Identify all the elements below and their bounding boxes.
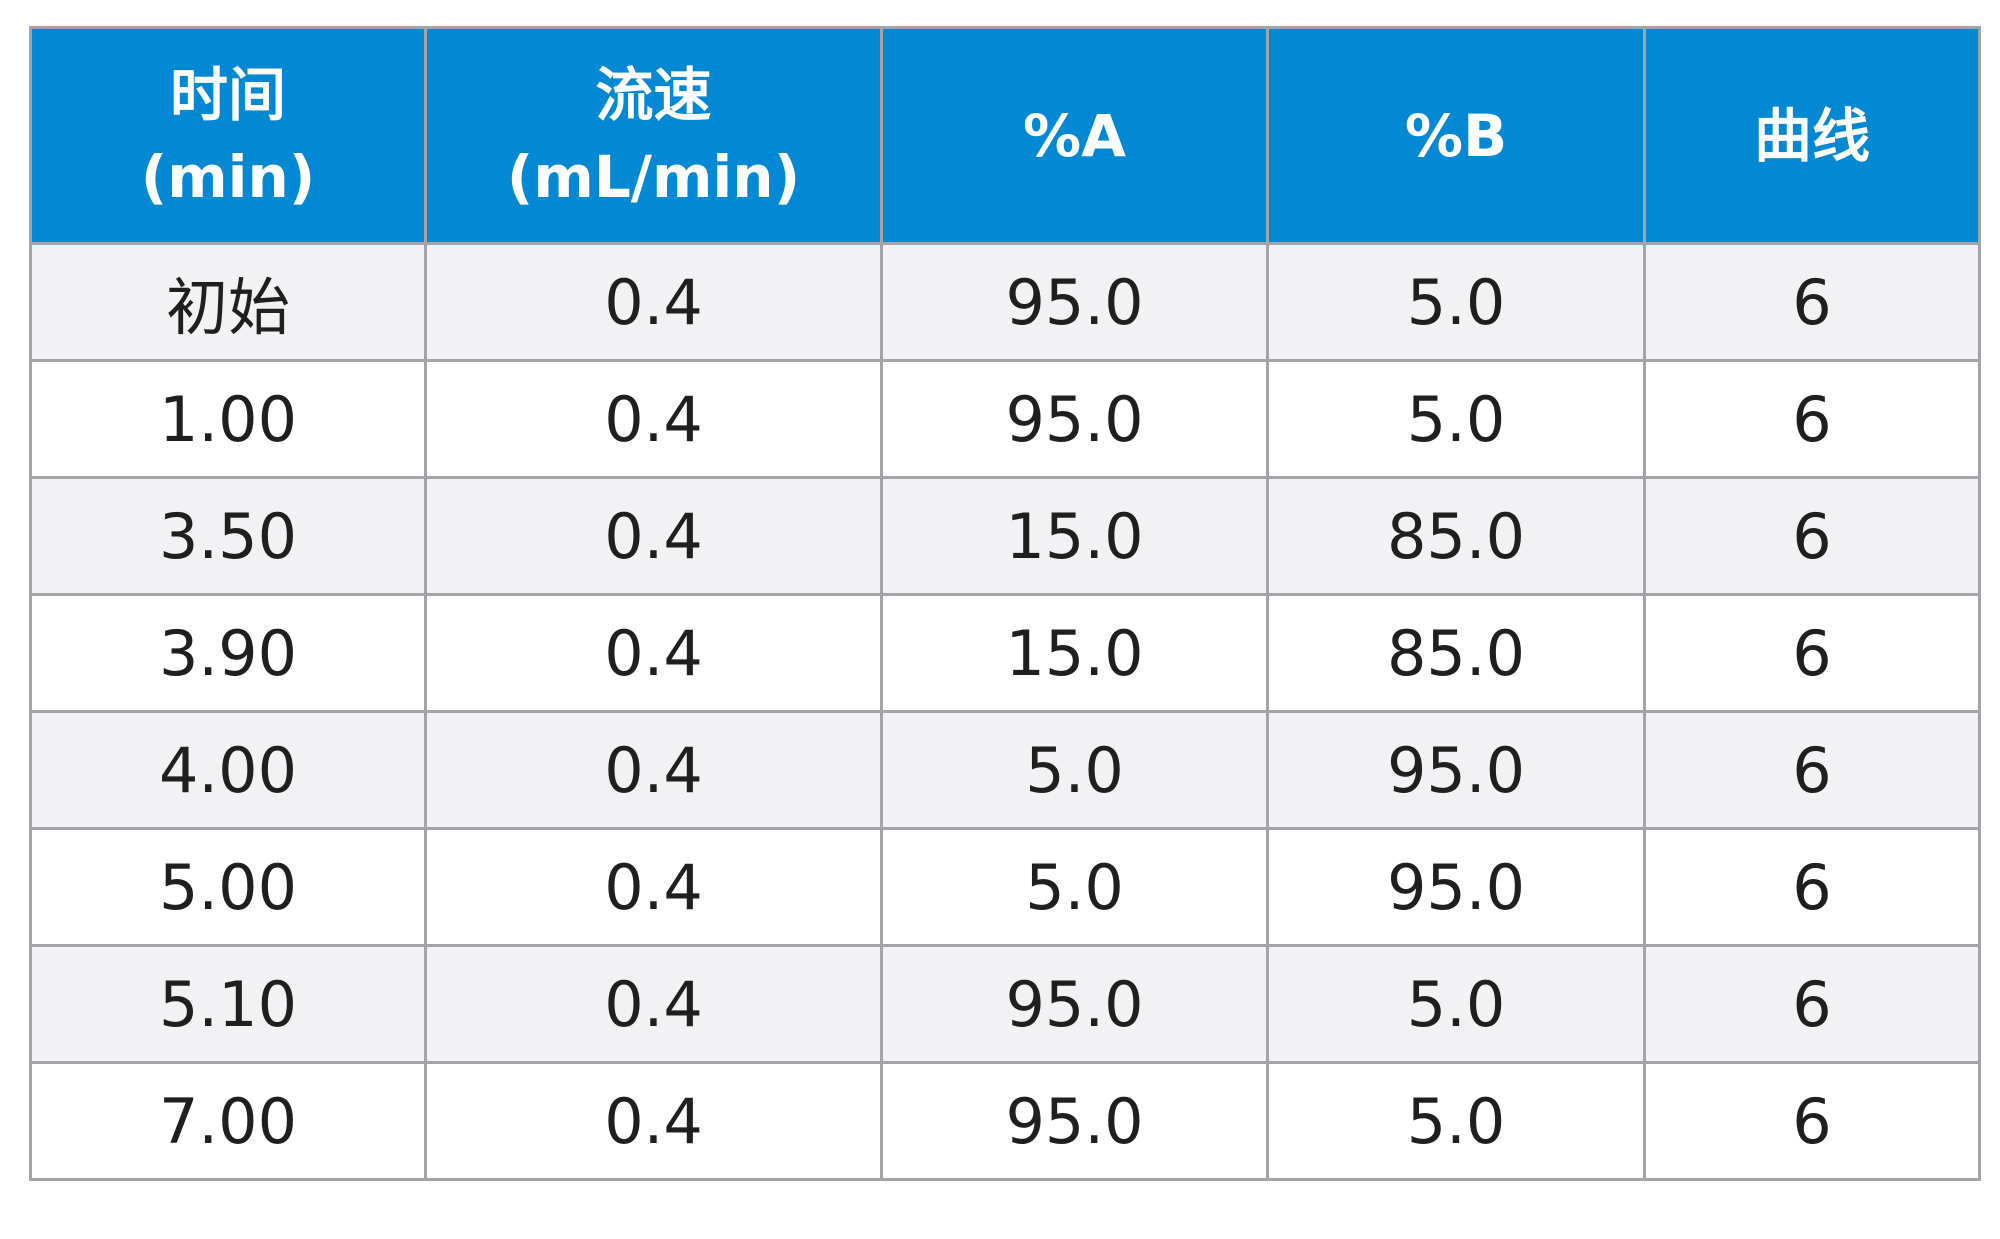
cell-curve: 6	[1643, 359, 1981, 479]
header-percent-a: %A	[880, 26, 1269, 245]
cell-curve: 6	[1643, 1061, 1981, 1181]
cell-flow-rate: 0.4	[424, 593, 883, 713]
cell-flow-rate: 0.4	[424, 359, 883, 479]
table-row: 3.50 0.4 15.0 85.0 6	[29, 476, 1981, 596]
header-row: 时间 (min) 流速 (mL/min) %A %B 曲线	[29, 26, 1981, 245]
cell-curve: 6	[1643, 242, 1981, 362]
gradient-table: 时间 (min) 流速 (mL/min) %A %B 曲线 初始 0.4 95.…	[29, 26, 1981, 1181]
header-flow-rate-unit: (mL/min)	[506, 142, 801, 211]
cell-percent-b: 85.0	[1266, 593, 1646, 713]
table-row: 4.00 0.4 5.0 95.0 6	[29, 710, 1981, 830]
cell-percent-a: 95.0	[880, 944, 1269, 1064]
table-row: 3.90 0.4 15.0 85.0 6	[29, 593, 1981, 713]
cell-time: 1.00	[29, 359, 427, 479]
cell-percent-b: 95.0	[1266, 827, 1646, 947]
gradient-table-container: 时间 (min) 流速 (mL/min) %A %B 曲线 初始 0.4 95.…	[29, 26, 1981, 1181]
cell-time: 5.00	[29, 827, 427, 947]
cell-percent-b: 5.0	[1266, 1061, 1646, 1181]
table-row: 7.00 0.4 95.0 5.0 6	[29, 1061, 1981, 1181]
cell-flow-rate: 0.4	[424, 710, 883, 830]
cell-percent-b: 5.0	[1266, 242, 1646, 362]
header-curve: 曲线	[1643, 26, 1981, 245]
cell-percent-a: 5.0	[880, 710, 1269, 830]
cell-percent-a: 95.0	[880, 1061, 1269, 1181]
cell-time: 初始	[29, 242, 427, 362]
table-row: 1.00 0.4 95.0 5.0 6	[29, 359, 1981, 479]
cell-curve: 6	[1643, 476, 1981, 596]
cell-time: 4.00	[29, 710, 427, 830]
cell-time: 5.10	[29, 944, 427, 1064]
cell-flow-rate: 0.4	[424, 944, 883, 1064]
header-time-unit: (min)	[140, 142, 316, 211]
cell-percent-a: 95.0	[880, 359, 1269, 479]
cell-percent-b: 5.0	[1266, 359, 1646, 479]
cell-percent-a: 95.0	[880, 242, 1269, 362]
cell-percent-a: 5.0	[880, 827, 1269, 947]
header-flow-rate: 流速 (mL/min)	[424, 26, 883, 245]
cell-percent-b: 5.0	[1266, 944, 1646, 1064]
cell-time: 3.50	[29, 476, 427, 596]
header-flow-rate-label: 流速	[595, 60, 712, 129]
cell-curve: 6	[1643, 710, 1981, 830]
cell-flow-rate: 0.4	[424, 827, 883, 947]
cell-flow-rate: 0.4	[424, 1061, 883, 1181]
cell-curve: 6	[1643, 944, 1981, 1064]
table-row: 5.00 0.4 5.0 95.0 6	[29, 827, 1981, 947]
cell-flow-rate: 0.4	[424, 242, 883, 362]
header-percent-b: %B	[1266, 26, 1646, 245]
header-time-label: 时间	[169, 60, 286, 129]
cell-curve: 6	[1643, 593, 1981, 713]
cell-time: 3.90	[29, 593, 427, 713]
cell-percent-b: 95.0	[1266, 710, 1646, 830]
table-row: 5.10 0.4 95.0 5.0 6	[29, 944, 1981, 1064]
cell-percent-a: 15.0	[880, 593, 1269, 713]
cell-percent-b: 85.0	[1266, 476, 1646, 596]
cell-flow-rate: 0.4	[424, 476, 883, 596]
cell-curve: 6	[1643, 827, 1981, 947]
cell-time: 7.00	[29, 1061, 427, 1181]
header-time: 时间 (min)	[29, 26, 427, 245]
table-row: 初始 0.4 95.0 5.0 6	[29, 242, 1981, 362]
cell-percent-a: 15.0	[880, 476, 1269, 596]
